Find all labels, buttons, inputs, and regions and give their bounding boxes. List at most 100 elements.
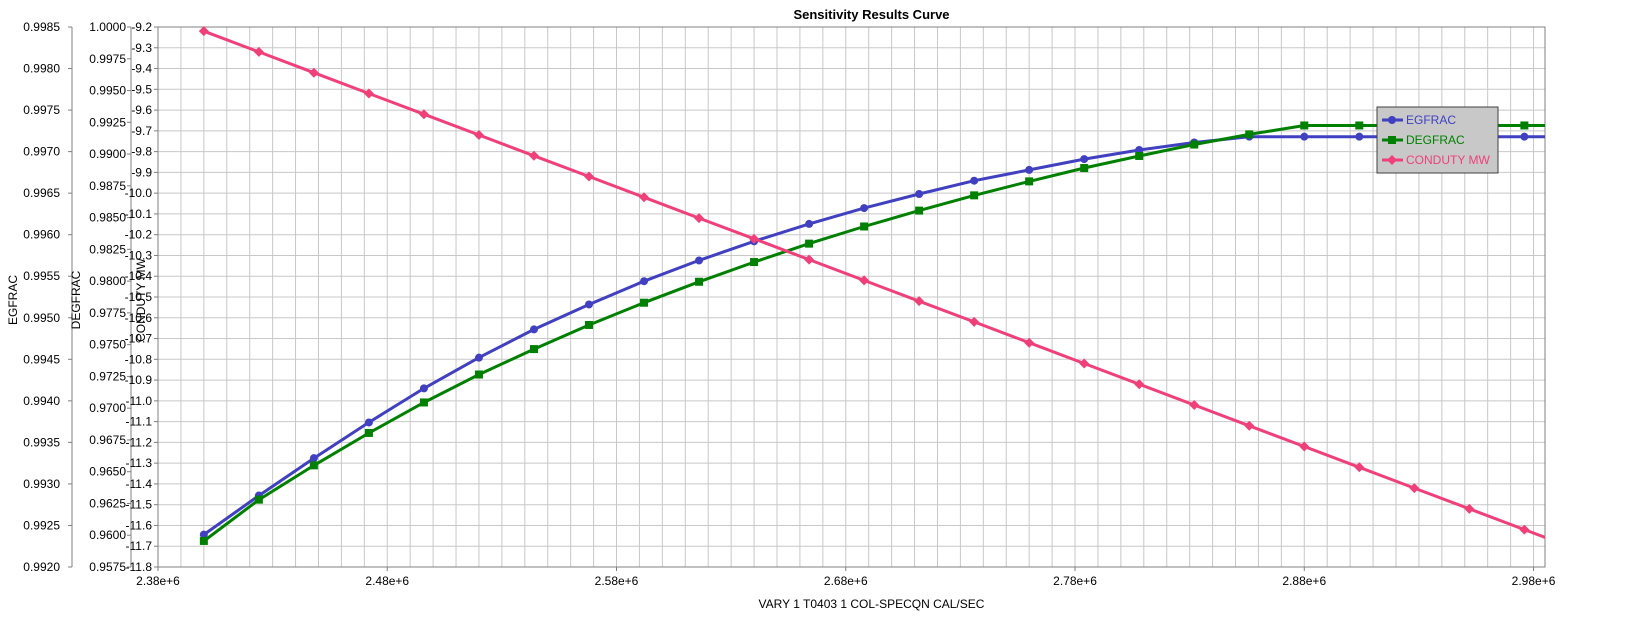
y-tick-label-egfrac: 0.9980 (23, 62, 60, 76)
axes-group: 0.9985 0.9980 0.9975 0.9970 0.9965 0.9960 0.99… (6, 20, 1556, 588)
x-tick-label: 2.48e+6 (365, 574, 409, 588)
data-point-degfrac (750, 258, 759, 267)
data-point-degfrac (254, 495, 263, 504)
y-tick-label-egfrac: 0.9955 (23, 269, 60, 283)
y-tick-label-condmw: -11.6 (126, 518, 153, 532)
data-point-condmw (473, 130, 484, 140)
y-tick-label-egfrac: 0.9920 (23, 560, 60, 574)
data-point-condmw (694, 213, 705, 224)
data-point-egfrac (1520, 132, 1529, 141)
data-point-egfrac (309, 454, 318, 463)
y-tick-label-condmw: -9.6 (131, 103, 152, 117)
data-point-degfrac (474, 370, 483, 379)
y-tick-label-degfrac: 0.9925 (89, 115, 126, 129)
data-point-egfrac (970, 176, 979, 185)
legend-label-condmw[interactable]: CONDUTY MW (1406, 153, 1490, 167)
y-tick-label-condmw: -11.7 (126, 539, 153, 553)
y-tick-label-degfrac: 0.9775 (89, 306, 126, 320)
legend-label-degfrac[interactable]: DEGFRAC (1406, 133, 1465, 147)
data-point-degfrac (585, 320, 594, 329)
y-tick-label-degfrac: 0.9800 (89, 274, 126, 288)
y-tick-label-degfrac: 0.9650 (89, 465, 126, 479)
y-tick-label-degfrac: 0.9750 (89, 338, 126, 352)
data-point-degfrac (1080, 164, 1089, 173)
data-point-egfrac (1355, 132, 1364, 141)
y-tick-label-condmw: -9.3 (131, 41, 152, 55)
y-tick-label-degfrac: 0.9600 (89, 528, 126, 542)
data-point-degfrac (1190, 140, 1199, 149)
y-tick-label-condmw: -10.7 (125, 332, 153, 346)
legend-marker-condmw (1387, 155, 1397, 165)
data-point-condmw (1189, 400, 1200, 410)
y-tick-label-egfrac: 0.9950 (23, 311, 60, 325)
y-tick-label-condmw: -11.1 (126, 415, 153, 429)
y-tick-label-egfrac: 0.9925 (23, 518, 60, 532)
y-tick-label-degfrac: 0.9950 (89, 84, 126, 98)
y-tick-label-condmw: -9.2 (131, 20, 152, 34)
y-tick-label-degfrac: 0.9975 (89, 52, 126, 66)
series-condmw (198, 26, 1545, 539)
series-line-degfrac (202, 124, 1545, 543)
y-tick-label-condmw: -10.8 (125, 352, 153, 366)
data-point-condmw (253, 46, 264, 57)
data-point-condmw (584, 171, 595, 182)
data-point-condmw (1134, 379, 1145, 390)
data-point-degfrac (1025, 177, 1034, 186)
data-point-egfrac (364, 418, 373, 427)
y-tick-label-condmw: -10.9 (125, 373, 153, 387)
y-tick-label-condmw: -11.5 (126, 498, 153, 512)
y-tick-label-degfrac: 0.9900 (89, 147, 126, 161)
data-point-condmw (1079, 358, 1090, 369)
y-tick-label-condmw: -11.8 (126, 560, 153, 574)
y-tick-label-condmw: -11.3 (126, 456, 153, 470)
data-point-egfrac (915, 189, 924, 198)
y-tick-label-egfrac: 0.9970 (23, 145, 60, 159)
y-tick-label-degfrac: 0.9675 (89, 433, 126, 447)
data-point-degfrac (695, 277, 704, 286)
y-tick-label-condmw: -9.9 (131, 165, 152, 179)
data-point-condmw (969, 316, 980, 327)
data-point-condmw (528, 150, 539, 161)
data-point-condmw (859, 275, 870, 286)
data-point-egfrac (1025, 165, 1034, 174)
y-tick-label-condmw: -10.4 (125, 269, 153, 283)
y-tick-label-condmw: -10.0 (125, 186, 153, 200)
y-axis-title-degfrac: DEGFRAC (69, 270, 83, 329)
data-point-condmw (1409, 483, 1420, 494)
data-point-egfrac (1300, 132, 1309, 141)
y-tick-label-egfrac: 0.9965 (23, 186, 60, 200)
data-point-egfrac (860, 204, 869, 213)
legend-label-egfrac[interactable]: EGFRAC (1406, 113, 1456, 127)
legend[interactable]: EGFRAC DEGFRAC CONDUTY MW (1376, 106, 1499, 174)
series-group (198, 26, 1545, 545)
data-point-egfrac (1080, 155, 1089, 164)
data-point-egfrac (585, 300, 594, 309)
data-point-condmw (1354, 462, 1365, 473)
data-point-egfrac (640, 277, 649, 286)
y-tick-label-condmw: -10.1 (125, 207, 153, 221)
data-point-egfrac (474, 353, 483, 362)
y-tick-label-condmw: -9.8 (131, 145, 152, 159)
x-tick-label: 2.38e+6 (136, 574, 180, 588)
y-tick-label-condmw: -10.5 (125, 290, 153, 304)
y-tick-label-egfrac: 0.9930 (23, 477, 60, 491)
data-point-egfrac (805, 219, 814, 228)
data-point-condmw (1464, 503, 1475, 514)
y-tick-label-egfrac: 0.9940 (23, 394, 60, 408)
data-point-egfrac (529, 325, 538, 334)
y-tick-label-degfrac: 0.9625 (89, 496, 126, 510)
y-tick-label-degfrac: 1.0000 (89, 20, 126, 34)
y-tick-label-degfrac: 0.9700 (89, 401, 126, 415)
y-tick-label-degfrac: 0.9725 (89, 369, 126, 383)
data-point-egfrac (419, 384, 428, 393)
legend-marker-egfrac (1388, 116, 1396, 124)
data-point-condmw (804, 254, 815, 265)
y-tick-label-condmw: -11.4 (126, 477, 153, 491)
data-point-egfrac (1135, 145, 1144, 154)
y-tick-label-condmw: -11.2 (126, 435, 153, 449)
data-point-condmw (749, 233, 760, 244)
y-tick-label-degfrac: 0.9825 (89, 242, 126, 256)
y-tick-label-condmw: -9.7 (131, 124, 152, 138)
